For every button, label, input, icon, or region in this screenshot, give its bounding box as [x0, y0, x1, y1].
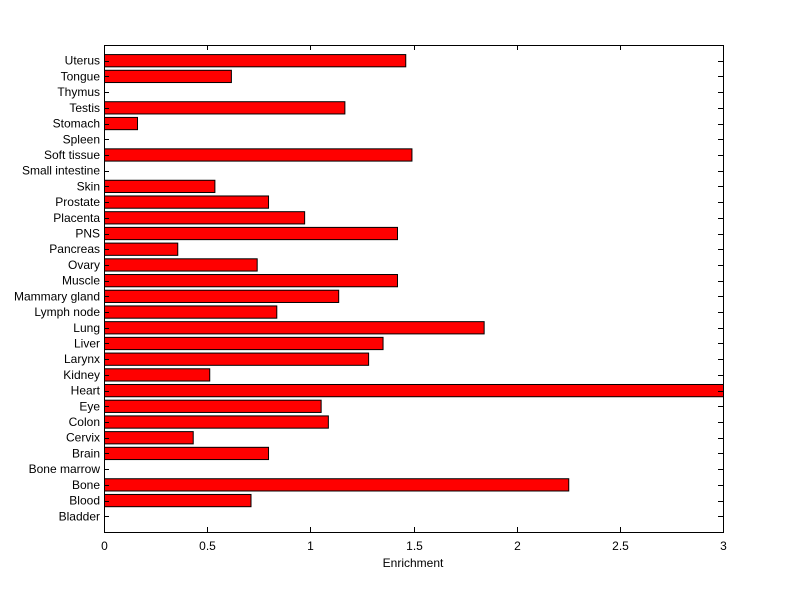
bar-skin [104, 179, 216, 194]
bar-lung [104, 321, 485, 335]
x-tick-label: 1 [307, 539, 314, 553]
bar-stomach [104, 116, 139, 131]
bar-soft-tissue [104, 148, 413, 162]
bar-cervix [104, 431, 194, 445]
y-tick-label-heart: Heart [71, 384, 101, 398]
bars-layer [104, 54, 724, 508]
y-tick-label-spleen: Spleen [63, 132, 100, 146]
bar-placenta [104, 211, 306, 225]
y-tick-label-thymus: Thymus [57, 85, 100, 99]
y-tick-label-lung: Lung [73, 321, 100, 335]
bar-liver [104, 336, 384, 351]
y-tick-label-liver: Liver [74, 336, 100, 350]
y-tick-label-pancreas: Pancreas [49, 242, 100, 256]
bar-uterus [104, 54, 407, 68]
bar-pancreas [104, 242, 179, 256]
x-tick-label: 3 [720, 539, 727, 553]
y-tick-label-testis: Testis [69, 101, 100, 115]
x-tick-label: 2 [514, 539, 521, 553]
y-tick-label-brain: Brain [72, 446, 100, 460]
y-tick-label-kidney: Kidney [63, 368, 100, 382]
x-tick-label: 1.5 [406, 539, 423, 553]
x-tick-label: 0.5 [199, 539, 216, 553]
x-axis-label: Enrichment [383, 556, 444, 570]
y-tick-label-placenta: Placenta [53, 211, 100, 225]
bar-heart [104, 383, 724, 398]
bar-eye [104, 399, 322, 413]
y-tick-label-bladder: Bladder [59, 509, 100, 523]
y-tick-label-skin: Skin [77, 179, 100, 193]
bar-blood [104, 493, 252, 508]
bar-tongue [104, 69, 232, 84]
bar-bone [104, 478, 570, 492]
bar-lymph-node [104, 305, 278, 319]
y-tick-label-cervix: Cervix [66, 431, 100, 445]
y-tick-label-eye: Eye [79, 399, 100, 413]
y-tick-label-blood: Blood [69, 494, 100, 508]
bar-ovary [104, 258, 258, 272]
bar-colon [104, 415, 329, 429]
y-tick-label-prostate: Prostate [55, 195, 100, 209]
y-tick-label-bone: Bone [72, 478, 100, 492]
y-tick-label-small-intestine: Small intestine [22, 164, 100, 178]
y-tick-label-soft-tissue: Soft tissue [44, 148, 100, 162]
y-tick-label-mammary-gland: Mammary gland [14, 289, 100, 303]
bar-kidney [104, 368, 211, 382]
y-tick-label-tongue: Tongue [61, 69, 101, 83]
y-tick-label-lymph-node: Lymph node [34, 305, 100, 319]
x-tick-label: 2.5 [612, 539, 629, 553]
bar-prostate [104, 195, 270, 209]
ticks-layer [104, 45, 724, 532]
y-tick-label-muscle: Muscle [62, 274, 100, 288]
y-tick-label-colon: Colon [69, 415, 100, 429]
y-tick-label-uterus: Uterus [65, 54, 100, 68]
y-tick-label-larynx: Larynx [64, 352, 100, 366]
bar-testis [104, 101, 346, 115]
bar-mammary-gland [104, 289, 340, 303]
bar-pns [104, 226, 398, 241]
bar-larynx [104, 352, 370, 366]
x-tick-label: 0 [101, 539, 108, 553]
y-tick-label-pns: PNS [75, 227, 100, 241]
y-tick-label-stomach: Stomach [53, 117, 100, 131]
y-tick-label-ovary: Ovary [68, 258, 100, 272]
bar-brain [104, 446, 270, 461]
bar-muscle [104, 274, 398, 288]
y-tick-label-bone-marrow: Bone marrow [29, 462, 101, 476]
